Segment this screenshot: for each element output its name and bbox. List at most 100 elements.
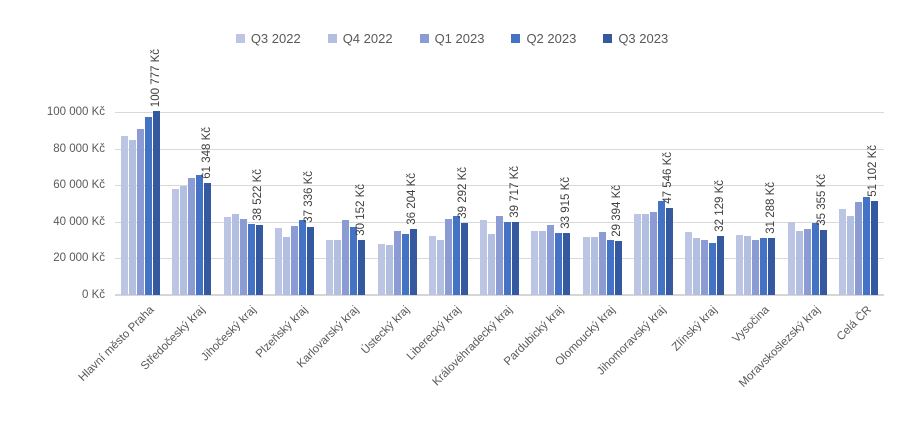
bar [563, 233, 571, 295]
bar [444, 219, 452, 295]
bar-value-label: 61 348 Kč [200, 127, 213, 179]
bar-value-label: 37 336 Kč [303, 171, 316, 223]
bar [188, 178, 196, 295]
bar [350, 227, 358, 295]
bar [393, 231, 401, 295]
y-axis-label: 80 000 Kč [53, 142, 105, 155]
bar [657, 201, 665, 295]
legend-label: Q3 2023 [618, 31, 669, 46]
bar [803, 229, 811, 295]
bar [460, 223, 468, 295]
bar [326, 240, 334, 295]
bar [428, 236, 436, 295]
legend-item: Q4 2022 [327, 31, 393, 46]
y-axis-label: 0 Kč [81, 289, 105, 301]
bar [496, 216, 503, 295]
legend-item: Q1 2023 [419, 31, 485, 46]
bar [795, 231, 803, 295]
bar [247, 224, 255, 295]
bar [811, 223, 819, 295]
x-axis-line [115, 294, 884, 296]
bar [358, 240, 366, 295]
x-axis-label: Vysočina [730, 304, 772, 346]
bar [709, 243, 717, 295]
bar [717, 236, 725, 295]
bar [531, 231, 539, 295]
bar [512, 222, 519, 295]
x-axis-label: Ústecký kraj [359, 304, 413, 357]
bar-value-label: 51 102 Kč [867, 145, 880, 197]
bar [488, 234, 495, 295]
bar [282, 237, 290, 295]
x-axis-label: Hlavní město Praha [76, 304, 157, 384]
bar-value-label: 30 152 Kč [354, 184, 367, 236]
y-axis-label: 60 000 Kč [53, 179, 105, 192]
bar [870, 201, 878, 295]
bar [555, 233, 563, 295]
legend-swatch-icon [511, 34, 521, 43]
bar [504, 222, 511, 295]
bar [665, 208, 673, 295]
bar [819, 230, 827, 295]
bar [768, 238, 776, 295]
gridline [115, 112, 884, 113]
legend-item: Q3 2022 [235, 31, 301, 46]
bar [342, 220, 350, 295]
bar [145, 117, 153, 295]
bar [787, 222, 795, 295]
bar [223, 217, 231, 295]
x-axis-label: Zlínský kraj [670, 304, 721, 354]
bar [582, 237, 590, 295]
legend-swatch-icon [235, 34, 245, 43]
bar-value-label: 32 129 Kč [713, 180, 726, 232]
legend-swatch-icon [327, 34, 337, 43]
legend-label: Q2 2023 [526, 31, 577, 46]
x-axis-label: Jihočeský kraj [199, 304, 259, 364]
bar [701, 240, 709, 295]
bar [649, 212, 657, 295]
legend-label: Q1 2023 [434, 31, 485, 46]
y-axis-label: 20 000 Kč [53, 252, 105, 265]
bar [480, 220, 487, 295]
gridline [115, 185, 884, 187]
bar-value-label: 36 204 Kč [406, 173, 418, 225]
bar [614, 241, 622, 295]
bar [752, 240, 760, 295]
x-axis-label: Celá ČR [834, 304, 874, 344]
legend-item: Q3 2023 [603, 31, 668, 46]
bar [598, 232, 606, 295]
bar [239, 219, 247, 295]
bar [641, 214, 649, 295]
bar-value-label: 100 777 Kč [149, 48, 162, 107]
bar [633, 214, 641, 295]
bar [401, 234, 409, 295]
bar [685, 232, 693, 295]
legend-item: Q2 2023 [511, 31, 576, 46]
bar [760, 238, 768, 295]
bar [736, 235, 744, 295]
bar [204, 183, 212, 295]
bar-value-label: 38 522 Kč [252, 169, 265, 221]
bar [180, 186, 188, 295]
bar [196, 175, 204, 295]
bar [298, 220, 306, 295]
legend-swatch-icon [603, 34, 613, 43]
bar [385, 245, 393, 295]
bar-value-label: 29 394 Kč [611, 185, 623, 237]
bar [744, 236, 752, 295]
y-axis-label: 40 000 Kč [53, 215, 105, 228]
bar [137, 129, 145, 295]
bar [274, 228, 282, 295]
bar [377, 244, 385, 295]
bar [290, 226, 298, 295]
bar [172, 189, 180, 295]
bar [838, 209, 846, 295]
bar-value-label: 35 355 Kč [816, 174, 829, 226]
legend-swatch-icon [419, 34, 429, 43]
bar [255, 225, 263, 295]
bar [121, 136, 129, 295]
bar [129, 140, 137, 295]
bar [334, 240, 342, 295]
bar-value-label: 39 292 Kč [457, 167, 470, 219]
